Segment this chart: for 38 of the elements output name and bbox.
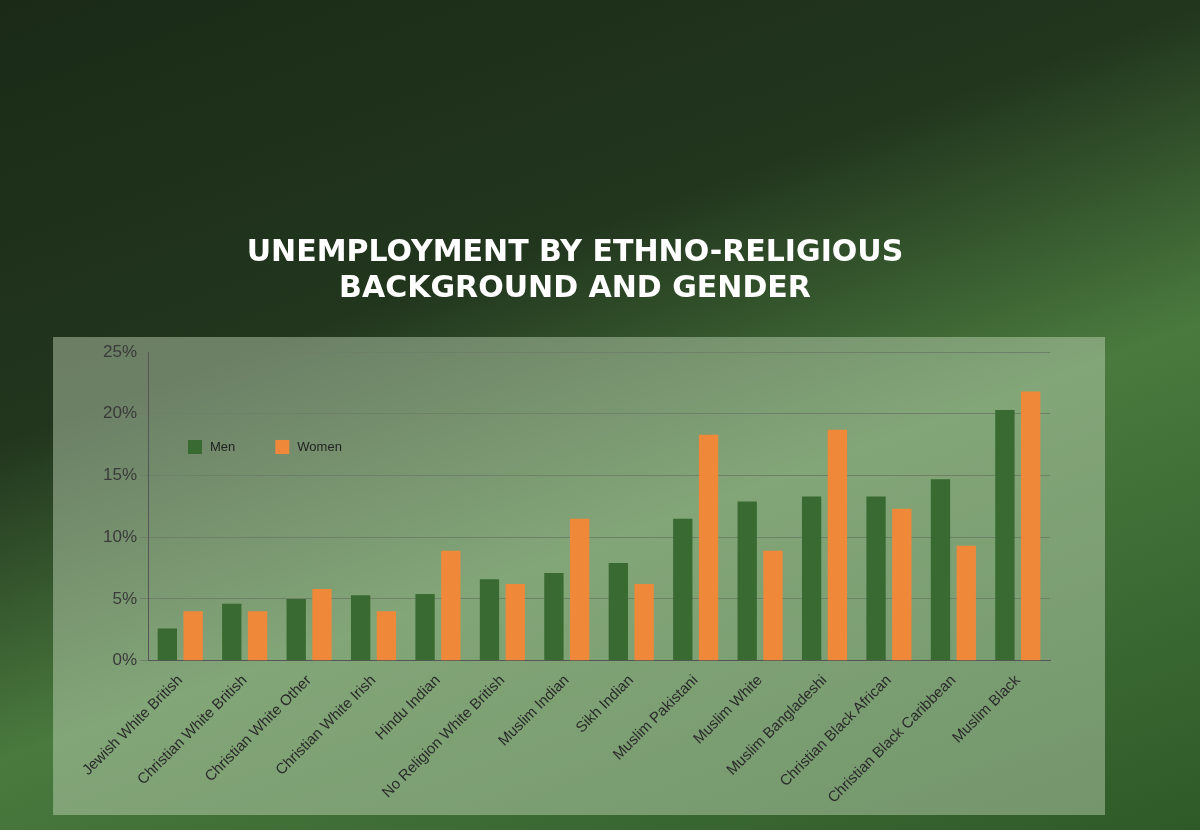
bar [801, 496, 822, 661]
y-tick-label: 15% [102, 465, 138, 485]
bar [673, 518, 693, 661]
bar [956, 545, 976, 661]
y-tick-label: 5% [112, 588, 138, 608]
bar [247, 611, 268, 661]
y-tick-label: 10% [102, 526, 138, 546]
y-tick-label: 0% [112, 650, 138, 670]
bar [930, 479, 951, 661]
bar [222, 603, 242, 661]
y-tick-label: 25% [102, 341, 138, 361]
bar [698, 434, 719, 661]
bar [634, 584, 654, 661]
bar [312, 589, 332, 661]
text: BACKGROUND AND GENDER [339, 268, 811, 304]
bar [505, 584, 525, 661]
bar [183, 611, 203, 661]
bar [415, 593, 435, 661]
bar [479, 579, 500, 661]
bar [1021, 391, 1041, 661]
bar [350, 595, 371, 661]
bar [827, 429, 848, 661]
text: UNEMPLOYMENT BY ETHNO-RELIGIOUS [246, 232, 904, 268]
bar [544, 572, 564, 661]
legend-label: Women [297, 438, 342, 454]
bar [441, 550, 461, 661]
bar [737, 501, 757, 661]
legend-label: Men [210, 438, 236, 454]
bar [763, 550, 783, 661]
bar [892, 508, 912, 661]
bar [157, 628, 178, 661]
bar [995, 410, 1015, 661]
bar [608, 563, 629, 661]
y-tick-label: 20% [102, 403, 138, 423]
bar [570, 518, 590, 661]
bar [376, 611, 397, 661]
bar [286, 598, 306, 661]
bar [866, 496, 886, 661]
